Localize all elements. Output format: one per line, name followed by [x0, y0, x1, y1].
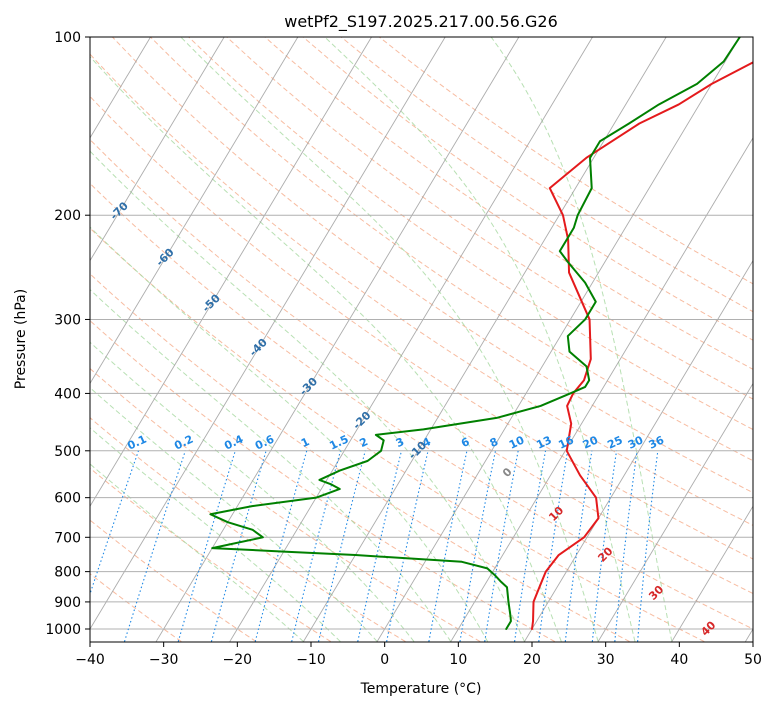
isotherm-line: [671, 505, 753, 642]
isotherm-line: [90, 37, 299, 385]
mixing-ratio-label: 20: [581, 433, 601, 451]
y-tick-label: 100: [54, 30, 81, 46]
mixing-ratio-label: 13: [534, 433, 553, 451]
y-tick-label: 800: [54, 565, 81, 581]
dry-adiabat: [90, 182, 753, 630]
y-tick-label: 200: [54, 208, 81, 224]
mixing-ratio-label: 25: [605, 433, 624, 451]
y-tick-label: 1000: [45, 622, 81, 638]
dry-adiabat: [90, 320, 556, 642]
moist-adiabat: [90, 341, 415, 642]
temperature-profile-line: [531, 61, 753, 630]
dry-adiabat: [90, 273, 630, 642]
y-tick-label: 400: [54, 386, 81, 402]
dry-adiabat: [90, 467, 331, 642]
moist-adiabat: [90, 387, 378, 642]
mixing-ratio-line: [357, 450, 403, 642]
isotherm-line: [524, 259, 753, 642]
mixing-ratio-line: [591, 450, 618, 642]
x-tick-label: 40: [670, 652, 688, 668]
mixing-ratio-line: [210, 450, 267, 642]
dry-adiabat: [302, 37, 753, 341]
x-tick-label: 20: [523, 652, 541, 668]
mixing-ratio-label: 36: [647, 433, 667, 451]
mixing-ratio-line: [318, 450, 366, 642]
mixing-ratio-line: [123, 450, 186, 642]
isotherm-line: [155, 37, 520, 642]
y-tick-label: 600: [54, 491, 81, 507]
moist-adiabat: [90, 288, 452, 642]
x-axis-label: Temperature (°C): [360, 681, 482, 697]
chart-title: wetPf2_S197.2025.217.00.56.G26: [284, 12, 558, 32]
moist-adiabat: [324, 37, 636, 642]
mixing-ratio-line: [291, 450, 342, 642]
moist-adiabat: [90, 226, 489, 642]
y-axis-label: Pressure (hPa): [13, 289, 29, 389]
mixing-ratio-line: [514, 450, 547, 642]
moist-adiabat: [490, 37, 673, 642]
y-tick-label: 300: [54, 312, 81, 328]
mixing-ratio-line: [637, 450, 659, 642]
mixing-ratio-label: 30: [626, 433, 646, 451]
x-tick-label: 0: [380, 652, 389, 668]
dry-adiabat: [150, 37, 753, 462]
dry-adiabat: [340, 37, 753, 313]
y-tick-label: 500: [54, 444, 81, 460]
y-tick-label: 900: [54, 595, 81, 611]
x-tick-label: 30: [597, 652, 615, 668]
mixing-ratio-label: 16: [556, 433, 576, 451]
dry-adiabat: [90, 519, 257, 642]
x-tick-label: −20: [223, 652, 253, 668]
moist-adiabat: [90, 150, 525, 642]
y-tick-label: 700: [54, 530, 81, 546]
isotherm-line: [90, 37, 446, 630]
mixing-ratio-label: 10: [507, 433, 527, 451]
mixing-ratio-line: [177, 450, 236, 642]
moist-adiabat: [90, 55, 562, 642]
mixing-ratio-line: [538, 450, 569, 642]
isotherm-line: [90, 37, 372, 508]
mixing-ratio-line: [254, 450, 308, 642]
isotherm-line: [597, 382, 753, 642]
x-tick-label: −30: [149, 652, 179, 668]
x-tick-label: −40: [75, 652, 105, 668]
dry-adiabat: [264, 37, 753, 370]
dry-adiabat: [90, 367, 481, 642]
isotherm-line: [376, 37, 741, 642]
plot-frame: [89, 36, 754, 643]
plot-area: [90, 37, 753, 642]
x-tick-label: −10: [296, 652, 326, 668]
dewpoint-profile-line: [209, 37, 741, 630]
x-tick-label: 10: [449, 652, 467, 668]
dry-adiabat: [90, 95, 753, 560]
moist-adiabat: [180, 37, 599, 642]
mixing-ratio-line: [614, 450, 638, 642]
dry-adiabat: [112, 37, 753, 494]
isotherm-line: [229, 37, 593, 642]
isotherm-line: [90, 37, 225, 262]
isotherm-line: [450, 137, 753, 642]
dry-adiabat: [90, 138, 753, 595]
x-tick-label: 50: [744, 652, 762, 668]
mixing-ratio-line: [564, 450, 593, 642]
